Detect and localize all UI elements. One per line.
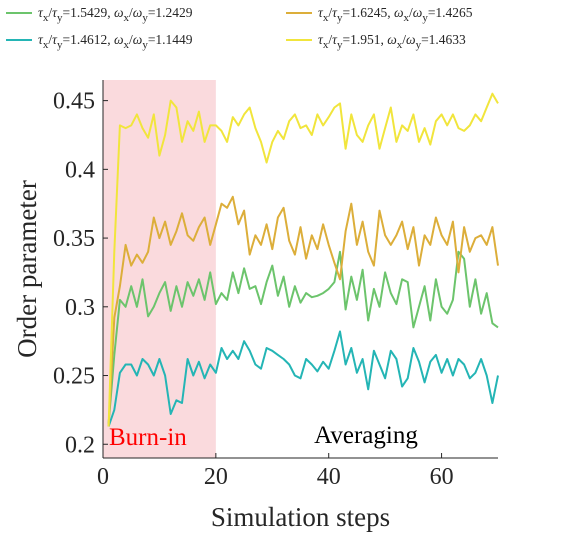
legend-label-2: τx/τy=1.4612, ωx/ωy=1.1449 (38, 32, 193, 51)
y-tick-label-5: 0.45 (53, 89, 95, 115)
series-line-3 (107, 92, 499, 427)
series-line-1 (107, 330, 499, 427)
y-tick-label-0: 0.2 (65, 432, 95, 458)
x-tick-label-0: 0 (97, 464, 109, 490)
legend: τx/τy=1.5429, ωx/ωy=1.2429 τx/τy=1.6245, … (6, 5, 473, 51)
legend-label-0: τx/τy=1.5429, ωx/ωy=1.2429 (38, 5, 193, 24)
region-label-0: Burn-in (109, 424, 187, 451)
region-label-1: Averaging (314, 422, 418, 449)
axes: 0 20 40 60 0.2 0.25 0.3 0.35 0.4 0.45 (53, 80, 498, 490)
plot-area: Burn-in Averaging (107, 92, 499, 451)
y-tick-label-1: 0.25 (53, 364, 95, 390)
legend-label-3: τx/τy=1.951, ωx/ωy=1.4633 (318, 32, 466, 51)
series-line-0 (107, 250, 499, 424)
x-tick-label-3: 60 (430, 464, 454, 490)
series-line-2 (107, 195, 499, 427)
y-axis-label: Order parameter (12, 180, 42, 358)
y-tick-label-2: 0.3 (65, 295, 95, 321)
y-tick-label-4: 0.4 (65, 157, 95, 183)
x-tick-label-1: 20 (204, 464, 228, 490)
legend-label-1: τx/τy=1.6245, ωx/ωy=1.4265 (318, 5, 473, 24)
x-tick-label-2: 40 (317, 464, 341, 490)
x-axis-label: Simulation steps (211, 502, 390, 532)
y-tick-label-3: 0.35 (53, 226, 95, 252)
